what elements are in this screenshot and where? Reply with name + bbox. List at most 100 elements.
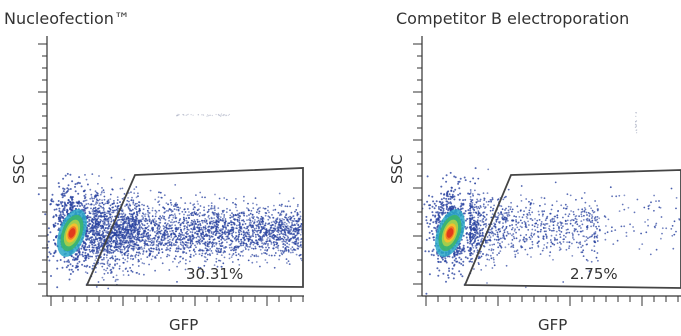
panel1-point bbox=[122, 223, 125, 225]
panel1-point bbox=[263, 242, 266, 245]
panel1-point bbox=[131, 223, 133, 226]
panel1-point bbox=[110, 268, 112, 271]
panel1-point bbox=[273, 254, 276, 257]
panel2-point bbox=[643, 206, 646, 209]
panel1-point bbox=[108, 224, 111, 227]
panel2-point bbox=[539, 204, 541, 207]
panel2-point bbox=[609, 186, 612, 189]
panel2-point bbox=[485, 201, 488, 203]
panel2-point bbox=[556, 216, 559, 219]
panel1-point bbox=[286, 205, 289, 208]
panel1-point bbox=[88, 255, 90, 258]
panel1-point bbox=[270, 243, 273, 245]
panel1-point bbox=[276, 226, 279, 229]
panel1-point bbox=[74, 190, 77, 193]
panel1-point bbox=[71, 206, 74, 209]
panel1-point bbox=[243, 226, 246, 229]
panel1-point bbox=[295, 229, 298, 232]
panel1-point bbox=[209, 240, 212, 243]
panel2-point bbox=[596, 209, 599, 212]
panel1-point bbox=[292, 197, 295, 200]
panel2-point bbox=[474, 189, 476, 192]
panel1-point bbox=[155, 257, 157, 259]
panel1-point bbox=[285, 223, 288, 225]
panel1-point bbox=[187, 235, 190, 238]
panel1-point bbox=[134, 207, 136, 210]
panel1-point bbox=[170, 241, 173, 244]
panel1-point bbox=[172, 260, 174, 263]
panel1-point bbox=[205, 233, 208, 236]
panel1-point bbox=[204, 252, 207, 255]
panel1-point bbox=[128, 229, 130, 231]
panel1-point bbox=[83, 194, 86, 197]
panel1-point bbox=[118, 265, 121, 267]
panel1-point bbox=[276, 217, 279, 219]
panel1-point bbox=[69, 207, 72, 210]
panel1-point bbox=[107, 242, 110, 245]
panel1-point bbox=[206, 258, 209, 261]
panel2-point bbox=[469, 254, 471, 257]
panel2-point bbox=[469, 252, 471, 255]
panel1-point bbox=[96, 192, 99, 195]
panel1-point bbox=[83, 209, 86, 212]
panel1-point bbox=[98, 204, 100, 207]
panel2-point bbox=[498, 252, 500, 255]
panel1-point bbox=[292, 230, 294, 233]
panel1-point bbox=[255, 236, 257, 238]
panel1-point bbox=[68, 278, 71, 281]
panel2-point bbox=[531, 199, 533, 201]
panel1-point bbox=[217, 224, 220, 226]
panel1-point bbox=[138, 221, 141, 224]
panel1-point bbox=[66, 210, 69, 213]
panel2-point bbox=[496, 235, 499, 238]
panel2-point bbox=[516, 205, 519, 208]
panel1-point bbox=[157, 230, 160, 233]
panel1-point bbox=[273, 241, 275, 243]
panel2-point bbox=[654, 224, 657, 227]
panel2-point bbox=[516, 249, 519, 252]
panel1-point bbox=[243, 214, 246, 217]
panel1-point bbox=[115, 224, 118, 227]
panel1-point bbox=[112, 267, 115, 270]
panel2-point bbox=[515, 223, 518, 226]
panel1-point bbox=[143, 219, 146, 222]
panel1-point bbox=[124, 258, 127, 261]
panel2-point bbox=[490, 230, 493, 233]
panel1-point bbox=[251, 247, 253, 250]
panel1-point bbox=[114, 264, 116, 267]
panel1-point bbox=[257, 229, 260, 232]
panel1-point bbox=[216, 215, 218, 218]
panel1-point bbox=[116, 241, 119, 244]
panel2-point bbox=[595, 256, 598, 259]
panel2-point bbox=[497, 246, 500, 249]
panel1-point bbox=[254, 247, 257, 250]
panel1-point bbox=[253, 222, 256, 224]
panel1-point bbox=[270, 229, 273, 232]
panel1-point bbox=[95, 212, 98, 215]
panel1-point bbox=[175, 230, 178, 233]
panel1-point bbox=[163, 194, 166, 197]
panel1-point bbox=[199, 232, 202, 235]
panel1-point bbox=[97, 226, 99, 229]
panel2-point bbox=[588, 205, 591, 207]
panel2-point bbox=[519, 219, 522, 222]
panel1-point bbox=[213, 207, 216, 209]
panel1-point bbox=[201, 237, 204, 240]
panel1-point bbox=[101, 207, 104, 209]
panel1-point bbox=[196, 226, 199, 229]
panel1-point bbox=[102, 258, 105, 261]
panel1-point bbox=[183, 218, 186, 221]
panel1-point bbox=[278, 224, 281, 226]
panel1-point bbox=[251, 229, 254, 232]
panel1-point bbox=[137, 254, 140, 257]
panel2-point bbox=[584, 201, 587, 204]
panel2-point bbox=[566, 193, 569, 196]
panel1-point bbox=[108, 212, 110, 215]
panel1-point bbox=[192, 204, 195, 206]
panel1-point bbox=[212, 226, 215, 229]
panel1-point bbox=[102, 225, 104, 228]
panel1-point bbox=[78, 176, 81, 179]
panel1-point bbox=[246, 225, 249, 228]
panel1-point bbox=[130, 269, 133, 272]
panel1-point bbox=[142, 249, 145, 252]
